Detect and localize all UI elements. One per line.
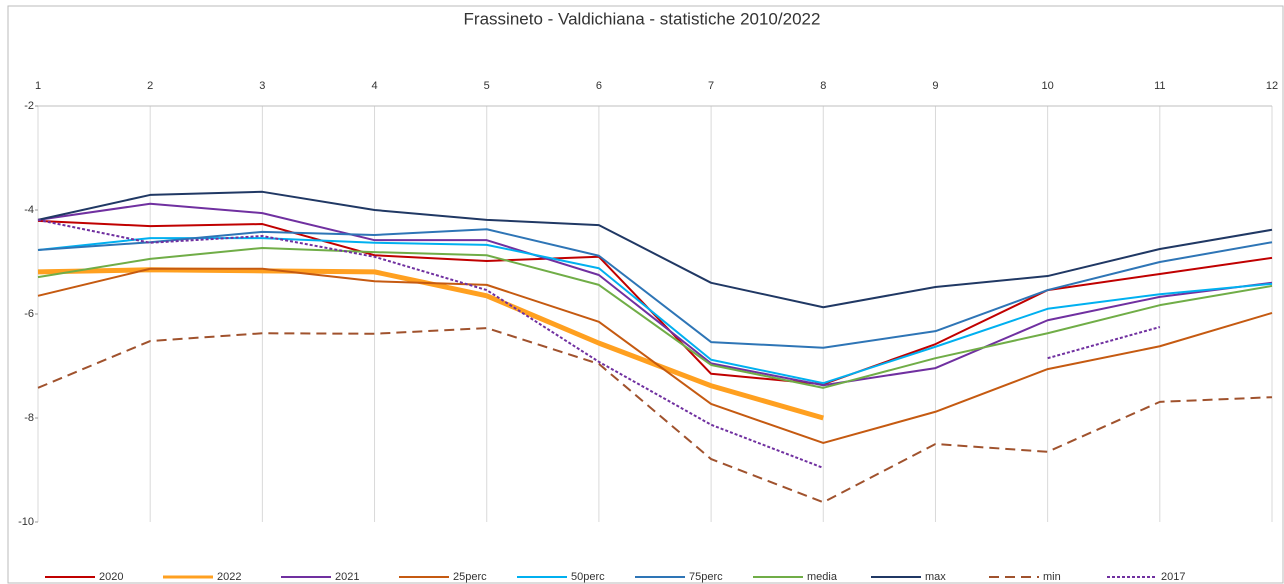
legend-label: media <box>807 571 838 583</box>
x-tick-label: 6 <box>596 80 602 92</box>
series-line <box>37 246 1273 389</box>
series-line <box>37 190 1273 309</box>
y-tick-label: -10 <box>18 516 34 528</box>
legend-label: 2022 <box>217 571 241 583</box>
y-tick-label: -2 <box>24 100 34 112</box>
legend-label: 50perc <box>571 571 605 583</box>
series-line <box>37 267 1273 444</box>
series-line <box>37 228 1273 349</box>
series-line <box>37 218 1161 469</box>
x-tick-label: 4 <box>371 80 377 92</box>
x-tick-label: 5 <box>484 80 490 92</box>
x-tick-label: 9 <box>932 80 938 92</box>
y-tick-label: -6 <box>24 308 34 320</box>
x-tick-label: 1 <box>35 80 41 92</box>
legend-label: 2020 <box>99 571 123 583</box>
legend-label: min <box>1043 571 1061 583</box>
x-tick-label: 3 <box>259 80 265 92</box>
y-tick-label: -8 <box>24 412 34 424</box>
series-line <box>37 202 1273 387</box>
chart-title: Frassineto - Valdichiana - statistiche 2… <box>464 9 821 28</box>
x-tick-label: 12 <box>1266 80 1278 92</box>
x-tick-label: 11 <box>1154 80 1165 92</box>
legend-label: 25perc <box>453 571 487 583</box>
legend-label: 75perc <box>689 571 723 583</box>
y-tick-label: -4 <box>24 204 34 216</box>
series-line <box>37 219 1273 386</box>
x-tick-label: 8 <box>820 80 826 92</box>
series-line <box>37 237 1273 385</box>
x-tick-label: 10 <box>1042 80 1054 92</box>
x-tick-label: 2 <box>147 80 153 92</box>
legend-label: max <box>925 571 946 583</box>
x-tick-label: 7 <box>708 80 714 92</box>
legend-label: 2017 <box>1161 571 1185 583</box>
chart-frame <box>7 5 1284 584</box>
legend-label: 2021 <box>335 571 359 583</box>
series-line <box>37 327 1273 504</box>
